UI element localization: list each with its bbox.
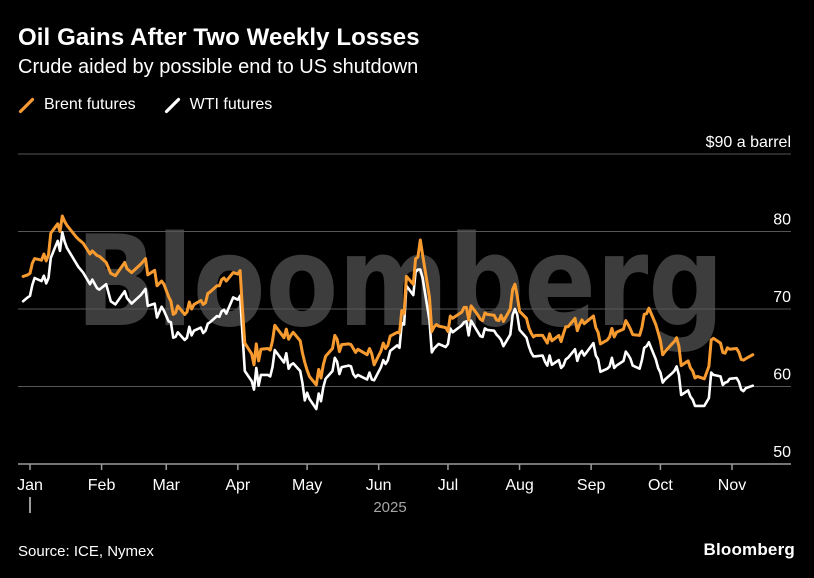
legend-item-wti: WTI futures bbox=[164, 96, 273, 114]
legend: Brent futures WTI futures bbox=[18, 96, 272, 114]
y-axis-label-80: 80 bbox=[773, 212, 791, 229]
brent-line-swatch-icon bbox=[18, 97, 35, 113]
source-note: Source: ICE, Nymex bbox=[18, 543, 154, 560]
y-axis-label-70: 70 bbox=[773, 289, 791, 306]
x-axis-label-Sep: Sep bbox=[577, 477, 606, 494]
legend-label-wti: WTI futures bbox=[189, 96, 273, 113]
chart-subtitle: Crude aided by possible end to US shutdo… bbox=[18, 56, 419, 78]
x-axis-label-Aug: Aug bbox=[505, 477, 533, 494]
x-axis-label-Jan: Jan bbox=[17, 477, 43, 494]
x-axis-label-Nov: Nov bbox=[718, 477, 746, 494]
year-label: 2025 bbox=[373, 499, 406, 516]
brent-futures-line bbox=[21, 214, 755, 387]
y-axis-label-60: 60 bbox=[773, 367, 791, 384]
price-lines bbox=[21, 214, 755, 411]
legend-label-brent: Brent futures bbox=[44, 96, 136, 113]
wti-line-swatch-icon bbox=[164, 97, 180, 113]
x-axis-label-Oct: Oct bbox=[648, 477, 673, 494]
legend-item-brent: Brent futures bbox=[18, 96, 136, 114]
x-axis-label-Jun: Jun bbox=[366, 477, 392, 494]
x-axis-label-Jul: Jul bbox=[438, 477, 458, 494]
bloomberg-logo: Bloomberg bbox=[703, 540, 795, 559]
axes: $90 a barrel 80 70 60 50 Jan Feb Mar Apr May Jun Ju… bbox=[17, 134, 791, 516]
y-axis-label-90: $90 a barrel bbox=[706, 134, 791, 151]
x-axis-label-Apr: Apr bbox=[225, 477, 251, 494]
chart-title: Oil Gains After Two Weekly Losses bbox=[18, 24, 420, 51]
x-axis-label-Feb: Feb bbox=[88, 477, 116, 494]
y-axis-label-50: 50 bbox=[773, 444, 791, 461]
x-axis-label-May: May bbox=[292, 477, 322, 494]
x-axis-label-Mar: Mar bbox=[152, 477, 180, 494]
